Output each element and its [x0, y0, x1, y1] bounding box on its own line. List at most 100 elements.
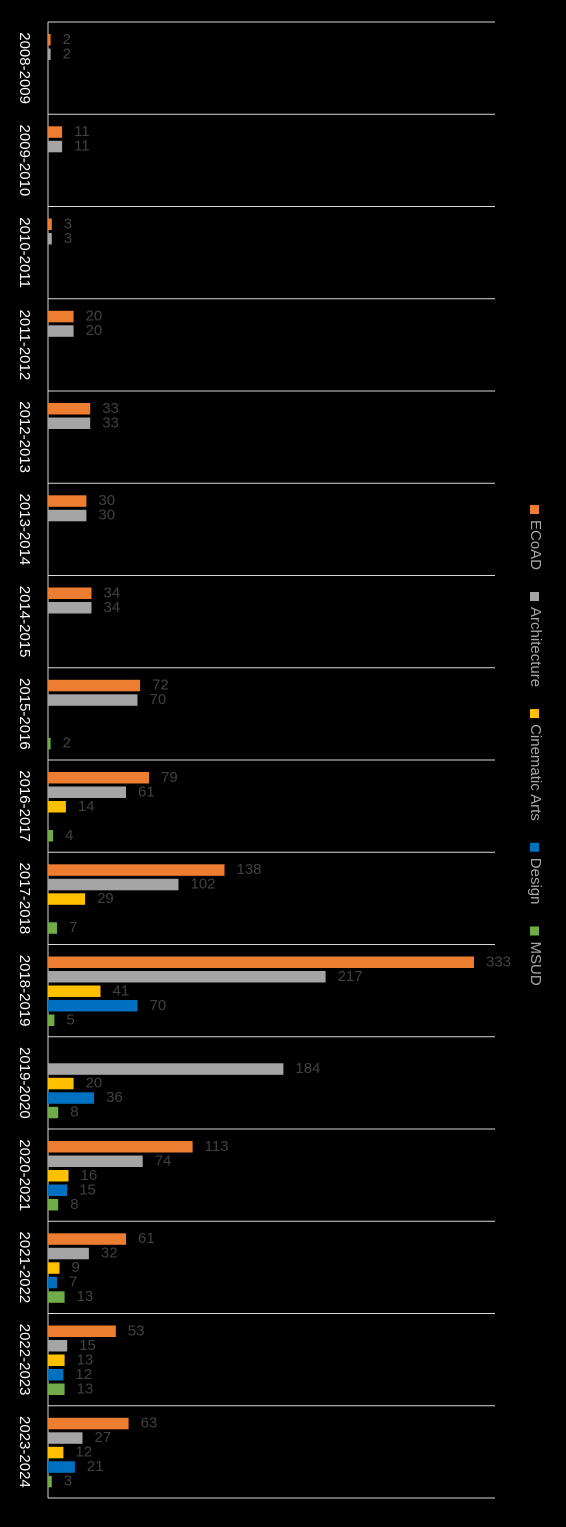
- data-label: 9: [72, 1259, 80, 1276]
- bar-msud: [48, 1475, 52, 1488]
- category-label: 2018-2019: [16, 955, 33, 1027]
- bar-architecture: [48, 1247, 89, 1260]
- bar-architecture: [48, 140, 63, 153]
- data-label: 15: [79, 1337, 96, 1354]
- bar-ecoad: [48, 218, 52, 230]
- bar-architecture: [48, 602, 92, 614]
- data-label: 13: [77, 1288, 94, 1305]
- category-label: 2022-2023: [16, 1324, 33, 1396]
- category-label: 2008-2009: [16, 32, 33, 104]
- legend-swatch: [530, 592, 539, 602]
- data-label: 41: [113, 982, 130, 999]
- bar-cinematic-arts: [48, 1354, 65, 1366]
- legend-swatch: [530, 505, 539, 514]
- data-label: 16: [81, 1167, 98, 1184]
- data-label: 70: [150, 997, 167, 1014]
- data-label: 11: [74, 137, 90, 154]
- bars: [48, 34, 474, 1488]
- bar-ecoad: [48, 679, 141, 692]
- bar-architecture: [48, 233, 52, 245]
- data-label: 29: [97, 890, 114, 907]
- data-label: 20: [86, 1074, 103, 1091]
- bar-msud: [48, 1106, 59, 1119]
- category-label: 2011-2012: [16, 310, 33, 381]
- data-label: 14: [78, 798, 95, 815]
- data-label: 61: [138, 783, 155, 800]
- bar-cinematic-arts: [48, 1446, 64, 1459]
- data-label: 11: [74, 123, 90, 140]
- bar-ecoad: [48, 864, 225, 876]
- bar-cinematic-arts: [48, 1170, 69, 1182]
- data-label: 3: [64, 215, 72, 232]
- bar-ecoad: [48, 310, 74, 323]
- data-label: 72: [152, 676, 169, 693]
- data-label: 30: [98, 492, 115, 509]
- data-label: 8: [70, 1103, 78, 1120]
- bar-architecture: [48, 694, 138, 706]
- category-label: 2017-2018: [16, 863, 33, 935]
- bar-design: [48, 1000, 138, 1012]
- category-label: 2012-2013: [16, 401, 33, 473]
- data-label: 184: [295, 1060, 320, 1077]
- category-label: 2016-2017: [16, 770, 33, 842]
- bar-ecoad: [48, 956, 474, 968]
- data-label: 15: [79, 1181, 96, 1198]
- category-label: 2014-2015: [16, 586, 33, 658]
- category-label: 2013-2014: [16, 494, 33, 566]
- data-label: 3: [64, 1472, 72, 1489]
- category-label: 2021-2022: [16, 1232, 33, 1304]
- category-label: 2023-2024: [16, 1416, 33, 1488]
- bar-architecture: [48, 878, 179, 891]
- data-label: 2: [63, 45, 71, 62]
- bar-architecture: [48, 1432, 83, 1444]
- bar-cinematic-arts: [48, 801, 66, 813]
- data-label: 36: [106, 1089, 123, 1106]
- data-label: 12: [75, 1443, 92, 1460]
- bar-ecoad: [48, 1233, 126, 1245]
- bar-ecoad: [48, 1325, 116, 1337]
- data-label: 5: [66, 1011, 74, 1028]
- data-label: 63: [141, 1414, 158, 1431]
- legend-label: MSUD: [527, 941, 544, 985]
- data-label: 79: [161, 769, 178, 786]
- bar-cinematic-arts: [48, 1077, 74, 1090]
- bar-msud: [48, 1199, 59, 1211]
- data-label: 34: [104, 599, 121, 616]
- data-label: 7: [69, 1273, 77, 1290]
- bar-ecoad: [48, 403, 91, 415]
- data-label: 4: [65, 827, 73, 844]
- legend-swatch: [530, 842, 539, 852]
- bar-msud: [48, 1014, 55, 1026]
- category-label: 2020-2021: [16, 1139, 33, 1211]
- data-labels: 2211113320203333303034347270279611441381…: [63, 31, 511, 1490]
- data-label: 102: [191, 875, 216, 892]
- bar-architecture: [48, 509, 87, 522]
- data-label: 13: [77, 1380, 94, 1397]
- bar-design: [48, 1461, 75, 1473]
- category-label: 2015-2016: [16, 678, 33, 750]
- data-label: 21: [87, 1458, 104, 1475]
- legend-swatch: [530, 926, 539, 936]
- data-label: 7: [69, 919, 77, 936]
- legend: ECoAD Architecture Cinematic Arts Design MSU…: [527, 505, 544, 986]
- data-label: 74: [155, 1152, 172, 1169]
- data-label: 333: [486, 953, 511, 970]
- bar-msud: [48, 1383, 65, 1395]
- bar-architecture: [48, 325, 74, 337]
- bar-design: [48, 1184, 68, 1196]
- bar-design: [48, 1092, 95, 1104]
- bar-cinematic-arts: [48, 1262, 60, 1274]
- data-label: 2: [63, 734, 71, 751]
- data-label: 217: [338, 968, 363, 985]
- legend-swatch: [530, 709, 539, 719]
- data-label: 113: [205, 1138, 229, 1155]
- category-separators: [48, 21, 495, 1499]
- data-label: 33: [102, 400, 119, 417]
- data-label: 70: [150, 691, 167, 708]
- data-label: 33: [102, 414, 119, 431]
- bar-cinematic-arts: [48, 985, 101, 997]
- data-label: 3: [64, 230, 72, 247]
- category-labels: 2008-2009 2009-2010 2010-2011 2011-2012 2012…: [16, 32, 33, 1488]
